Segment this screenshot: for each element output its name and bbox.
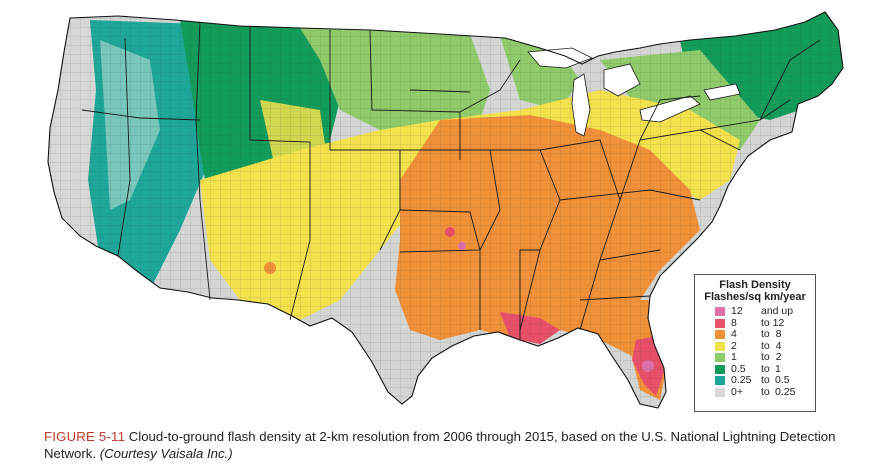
legend-item: 8 to 12 — [695, 316, 815, 330]
legend-range-low: 0.25 — [731, 374, 752, 386]
legend-range-low: 1 — [731, 351, 737, 363]
map-legend: Flash Density Flashes/sq km/year 12 and u… — [694, 274, 816, 412]
legend-title: Flash Density — [719, 279, 791, 291]
legend-swatch — [715, 307, 725, 316]
legend-range-high: 1 — [775, 362, 781, 375]
legend-range-connector: to — [761, 374, 770, 386]
legend-range-low: 2 — [731, 339, 737, 352]
legend-item: 0.5 to 1 — [695, 362, 815, 376]
legend-item: 1 to 2 — [695, 351, 815, 364]
legend-item: 12 and up — [695, 305, 815, 318]
legend-range-low: 0.5 — [731, 362, 746, 375]
legend-swatch — [715, 341, 725, 351]
legend-range-high: to 8 — [761, 328, 782, 340]
legend-swatch — [715, 387, 725, 397]
legend-range-high: to 2 — [761, 351, 782, 363]
figure-label: FIGURE 5-11 — [44, 429, 126, 444]
legend-item: 4 to 8 — [695, 328, 815, 341]
legend-range-low: 12 — [731, 305, 743, 317]
lightning-density-map — [47, 11, 844, 409]
legend-range-low: 4 — [731, 328, 737, 340]
legend-subtitle: Flashes/sq km/year — [704, 291, 806, 303]
legend-swatch — [715, 330, 725, 339]
legend-range-high: to 4 — [761, 339, 782, 352]
legend-swatch — [715, 318, 725, 328]
legend-range-high: 0.5 — [775, 374, 790, 386]
figure-caption: FIGURE 5-11 Cloud-to-ground flash densit… — [44, 428, 864, 462]
legend-item: 2 to 4 — [695, 339, 815, 353]
legend-range-high: and up — [761, 305, 794, 317]
legend-item: 0+ to 0.25 — [695, 385, 815, 399]
legend-swatch — [715, 353, 725, 362]
caption-credit: (Courtesy Vaisala Inc.) — [99, 446, 233, 461]
legend-range-low: 0+ — [731, 385, 743, 398]
legend-range-connector: to — [761, 362, 770, 375]
legend-range-connector: to — [761, 385, 770, 398]
legend-item: 0.25 to 0.5 — [695, 374, 815, 387]
legend-rows: 12 and up 8 to 12 4 to 8 2 to 4 1 to 2 0.5 to 1 0.25 t… — [695, 305, 815, 399]
legend-range-high: to 12 — [761, 316, 785, 329]
legend-swatch — [715, 376, 725, 385]
great-lakes — [527, 47, 741, 137]
caption-text: Cloud-to-ground flash density at 2-km re… — [44, 429, 836, 461]
legend-range-high: 0.25 — [775, 385, 796, 398]
state-borders — [81, 21, 821, 340]
legend-range-low: 8 — [731, 316, 737, 329]
legend-swatch — [715, 364, 725, 374]
